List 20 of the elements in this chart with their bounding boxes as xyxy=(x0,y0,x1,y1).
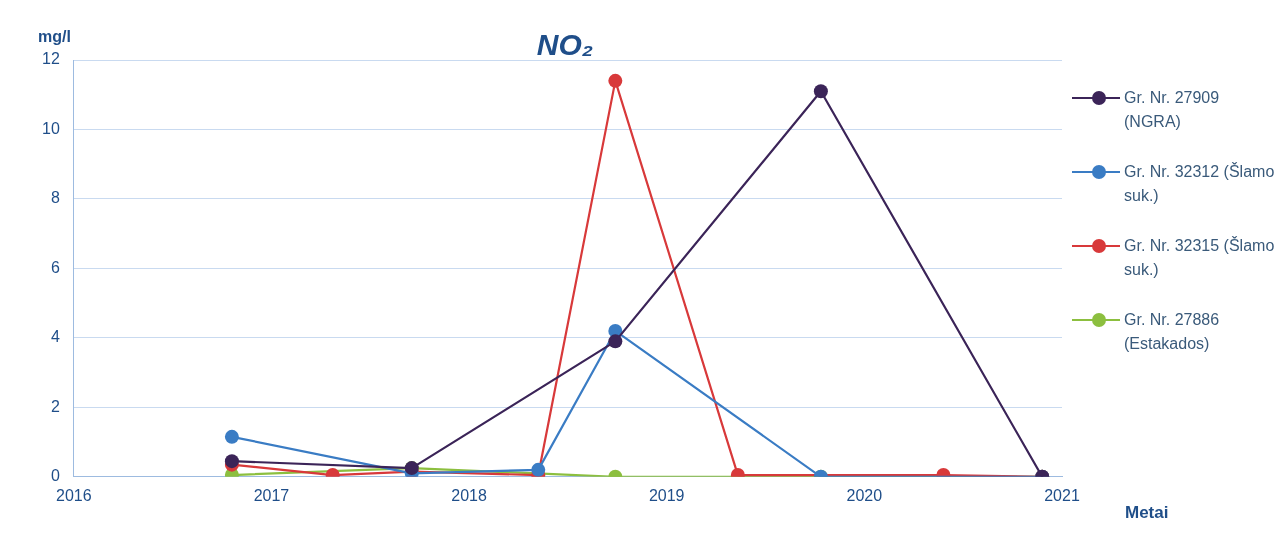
x-tick-label: 2019 xyxy=(648,486,685,504)
y-tick-label: 12 xyxy=(42,50,60,68)
y-tick-label: 4 xyxy=(50,328,60,346)
x-axis-title: Metai xyxy=(1125,503,1169,523)
y-tick-label: 6 xyxy=(50,258,60,276)
y-tick-label: 8 xyxy=(50,189,60,207)
y-tick-label: 0 xyxy=(50,467,60,485)
chart-title: NO₂ xyxy=(536,28,594,61)
y-tick-label: 2 xyxy=(50,397,60,415)
x-tick-label: 2016 xyxy=(56,486,92,504)
x-tick-label: 2020 xyxy=(846,486,883,504)
legend-label: Gr. Nr. 27909 (NGRA) xyxy=(1124,88,1221,132)
y-axis-title: mg/l xyxy=(38,28,71,46)
y-tick-label: 10 xyxy=(42,119,60,137)
legend-label: Gr. Nr. 32315 (Šlamo suk.) xyxy=(1124,235,1276,280)
legend-label: Gr. Nr. 32312 (Šlamo suk.) xyxy=(1124,161,1276,206)
x-tick-label: 2018 xyxy=(451,486,487,504)
x-tick-label: 2017 xyxy=(253,486,290,504)
x-tick-label: 2021 xyxy=(1044,486,1080,504)
legend-label: Gr. Nr. 27886 (Estakados) xyxy=(1124,310,1221,354)
